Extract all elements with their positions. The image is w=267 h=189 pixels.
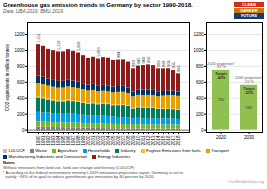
svg-text:400: 400 — [196, 96, 204, 101]
svg-text:2030 projection*-55 %: 2030 projection*-55 % — [235, 76, 263, 84]
svg-text:2020 projection*-37 %: 2020 projection*-37 % — [207, 62, 235, 70]
svg-text:2001: 2001 — [90, 135, 96, 146]
html-text:Industry: Industry — [120, 148, 136, 154]
svg-text:2015: 2015 — [160, 135, 166, 146]
svg-text:2011: 2011 — [140, 135, 146, 146]
svg-text:2005: 2005 — [110, 135, 116, 146]
html-text:Waste: Waste — [35, 148, 47, 154]
html-text:Households: Households — [88, 148, 111, 154]
svg-text:2008: 2008 — [125, 135, 131, 146]
svg-text:906: 906 — [167, 60, 171, 66]
html-text:Greenhouse gas emission trends: Greenhouse gas emission trends in German… — [3, 2, 193, 8]
svg-text:1999: 1999 — [80, 135, 86, 146]
svg-text:200: 200 — [17, 112, 25, 117]
svg-text:2016: 2016 — [165, 135, 171, 146]
svg-text:1200: 1200 — [193, 32, 204, 37]
svg-text:905: 905 — [172, 62, 176, 68]
svg-text:Target-55%: Target-55% — [243, 87, 255, 95]
svg-text:1997: 1997 — [70, 135, 76, 146]
svg-text:1998: 1998 — [75, 135, 81, 146]
html-text:Energy Industries: Energy Industries — [97, 154, 131, 160]
svg-text:940: 940 — [142, 57, 146, 63]
svg-text:1991: 1991 — [40, 135, 46, 146]
svg-text:800: 800 — [17, 64, 25, 69]
svg-text:2003: 2003 — [100, 135, 106, 146]
svg-text:2007: 2007 — [120, 135, 126, 146]
svg-text:2013: 2013 — [150, 135, 156, 146]
svg-text:1990: 1990 — [35, 135, 41, 146]
svg-text:1000: 1000 — [193, 48, 204, 53]
svg-text:942: 942 — [137, 58, 141, 64]
svg-text:2006: 2006 — [115, 135, 121, 146]
svg-text:2010: 2010 — [135, 135, 141, 146]
html-text:Fugitive Emissions from fuels: Fugitive Emissions from fuels — [146, 148, 201, 154]
html-text:CLEAN: CLEAN — [242, 2, 256, 7]
svg-text:2004: 2004 — [105, 135, 111, 146]
svg-text:1000: 1000 — [14, 48, 25, 53]
svg-text:2018: 2018 — [176, 135, 181, 146]
svg-text:2000: 2000 — [85, 135, 91, 146]
svg-text:909: 909 — [162, 61, 166, 67]
svg-text:400: 400 — [17, 96, 25, 101]
svg-text:866: 866 — [177, 66, 181, 72]
svg-text:600: 600 — [17, 80, 25, 85]
svg-text:600: 600 — [196, 80, 204, 85]
svg-text:1200: 1200 — [14, 32, 25, 37]
html-text:DARKER: DARKER — [240, 7, 258, 13]
svg-text:200: 200 — [196, 112, 204, 117]
svg-text:2009: 2009 — [130, 135, 136, 146]
html-text:Without emissions from land us: Without emissions from land use, land-us… — [3, 164, 135, 170]
html-text:Transport: Transport — [211, 148, 229, 154]
svg-text:1,059: 1,059 — [77, 42, 81, 52]
svg-text:Target-40%: Target-40% — [215, 72, 227, 80]
svg-text:1992: 1992 — [45, 135, 51, 146]
svg-text:1996: 1996 — [65, 135, 71, 146]
html-text:* According to the federal env: * According to the federal environment m… — [3, 169, 183, 180]
svg-text:800: 800 — [196, 64, 204, 69]
svg-text:994: 994 — [117, 52, 121, 58]
svg-text:1995: 1995 — [60, 135, 66, 146]
svg-text:899: 899 — [132, 61, 136, 67]
svg-text:1994: 1994 — [55, 135, 61, 146]
svg-text:1,003: 1,003 — [97, 48, 101, 58]
svg-text:750: 750 — [218, 98, 224, 102]
svg-text:2030: 2030 — [244, 135, 255, 140]
svg-text:0: 0 — [201, 128, 204, 133]
svg-text:1993: 1993 — [50, 135, 56, 146]
svg-text:2012: 2012 — [145, 135, 151, 146]
html-text:Agriculture: Agriculture — [57, 148, 78, 154]
html-text:Data: UBA 2019, BMU 2019.: Data: UBA 2019, BMU 2019. — [3, 8, 65, 14]
svg-text:2020: 2020 — [216, 135, 227, 140]
svg-text:2002: 2002 — [95, 135, 101, 146]
svg-text:1,251: 1,251 — [37, 33, 41, 43]
svg-text:2017: 2017 — [170, 135, 176, 146]
svg-text:906: 906 — [157, 61, 161, 67]
svg-text:CO2 equivalents in million ton: CO2 equivalents in million tonnes — [5, 43, 10, 111]
svg-text:0: 0 — [22, 128, 25, 133]
html-text:FUTURE: FUTURE — [240, 13, 258, 19]
svg-text:563: 563 — [246, 106, 252, 110]
html-text:Manufacturing Industries and C: Manufacturing Industries and Constructio… — [8, 154, 88, 160]
svg-text:1,119: 1,119 — [57, 41, 61, 50]
svg-text:950: 950 — [147, 57, 151, 63]
svg-text:2014: 2014 — [155, 135, 161, 146]
html-text:Notes:: Notes: — [3, 160, 16, 166]
html-text:LULUCF: LULUCF — [8, 148, 25, 154]
html-text:OurWorldInData.org: OurWorldInData.org — [228, 179, 264, 185]
